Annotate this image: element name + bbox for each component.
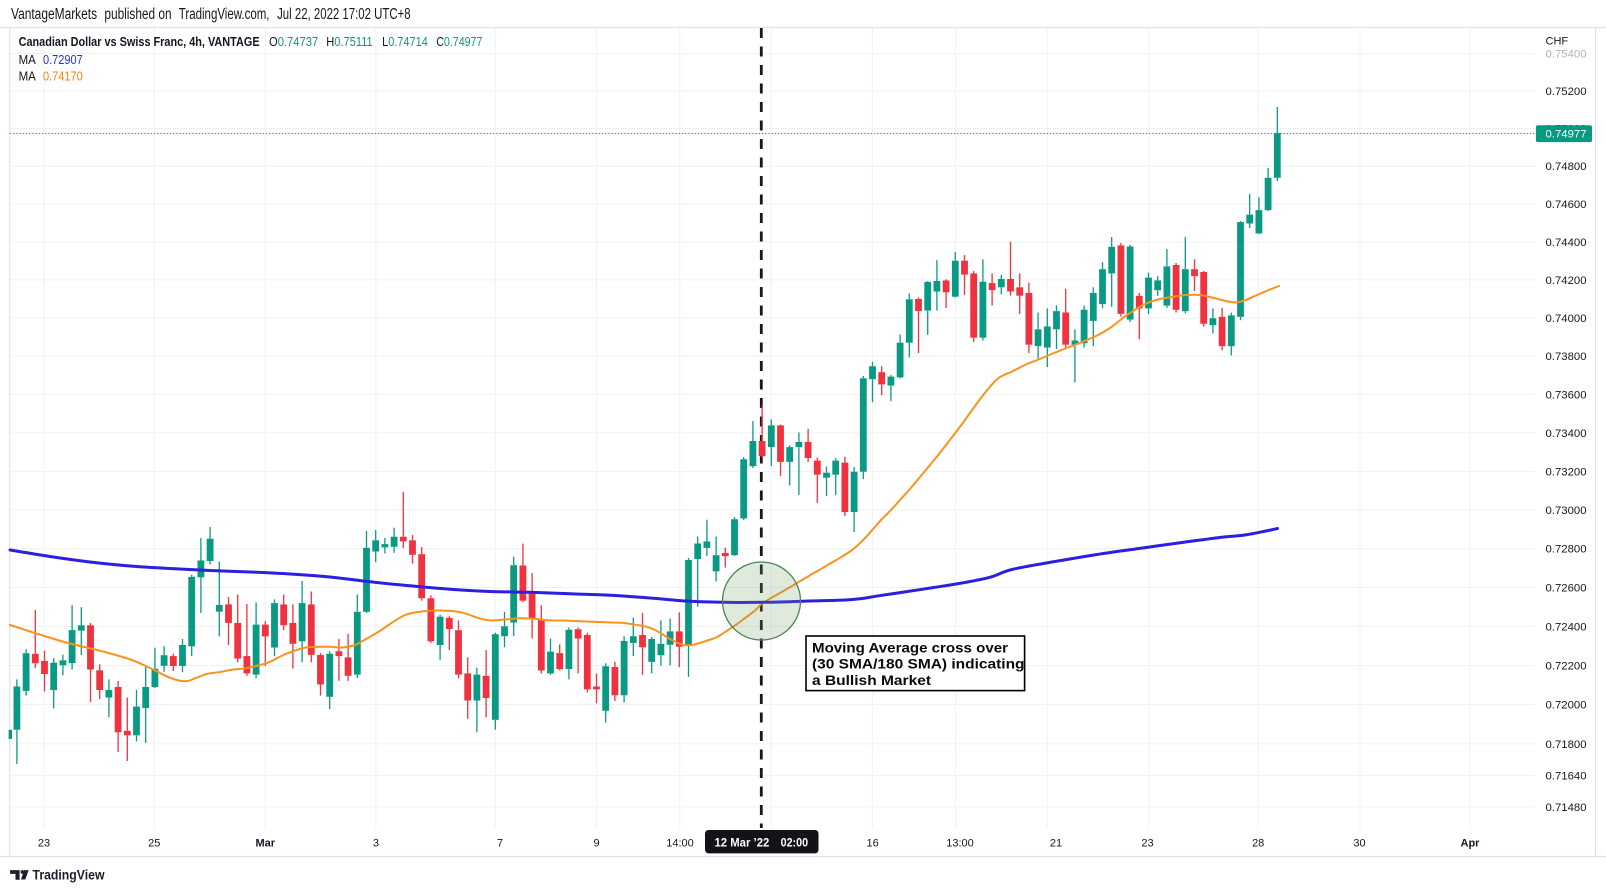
svg-text:0.75400: 0.75400	[1546, 48, 1587, 60]
svg-text:0.71480: 0.71480	[1546, 802, 1587, 814]
svg-text:28: 28	[1252, 837, 1264, 849]
svg-text:23: 23	[38, 837, 50, 849]
svg-text:0.72200: 0.72200	[1546, 660, 1587, 672]
svg-text:0.72000: 0.72000	[1546, 700, 1587, 712]
svg-text:0.75200: 0.75200	[1546, 86, 1587, 98]
svg-text:H0.75111: H0.75111	[326, 35, 372, 49]
svg-text:Jul 22, 2022 17:02 UTC+8: Jul 22, 2022 17:02 UTC+8	[277, 6, 411, 23]
svg-text:0.72600: 0.72600	[1546, 582, 1587, 594]
svg-text:(30 SMA/180 SMA) indicating: (30 SMA/180 SMA) indicating	[812, 657, 1025, 672]
svg-text:13:00: 13:00	[946, 837, 974, 849]
svg-text:23: 23	[1141, 837, 1153, 849]
svg-text:VantageMarkets: VantageMarkets	[11, 6, 97, 23]
svg-text:0.74200: 0.74200	[1546, 275, 1587, 287]
svg-text:30: 30	[1353, 837, 1365, 849]
svg-text:Mar: Mar	[256, 837, 276, 849]
svg-text:0.71800: 0.71800	[1546, 739, 1587, 751]
svg-text:02:00: 02:00	[781, 837, 809, 849]
svg-text:MA: MA	[19, 69, 37, 83]
svg-text:0.74000: 0.74000	[1546, 313, 1587, 325]
svg-text:0.73400: 0.73400	[1546, 428, 1587, 440]
svg-text:16: 16	[866, 837, 878, 849]
svg-text:0.73000: 0.73000	[1546, 505, 1587, 517]
svg-text:0.72400: 0.72400	[1546, 621, 1587, 633]
svg-text:0.73200: 0.73200	[1546, 466, 1587, 478]
svg-text:Apr: Apr	[1461, 837, 1481, 849]
svg-text:3: 3	[373, 837, 379, 849]
svg-text:25: 25	[148, 837, 160, 849]
svg-text:CHF: CHF	[1546, 35, 1569, 47]
svg-text:C0.74977: C0.74977	[436, 35, 482, 49]
svg-text:0.72907: 0.72907	[43, 53, 83, 67]
svg-text:0.74170: 0.74170	[43, 69, 83, 83]
svg-text:TradingView: TradingView	[33, 868, 105, 883]
svg-text:0.71640: 0.71640	[1546, 770, 1587, 782]
svg-text:0.73600: 0.73600	[1546, 389, 1587, 401]
svg-text:0.73800: 0.73800	[1546, 351, 1587, 363]
svg-text:O0.74737: O0.74737	[269, 35, 318, 49]
svg-text:L0.74714: L0.74714	[382, 35, 428, 49]
svg-text:12 Mar ’22: 12 Mar ’22	[715, 837, 770, 849]
svg-text:0.74800: 0.74800	[1546, 161, 1587, 173]
svg-text:0.74977: 0.74977	[1546, 129, 1587, 141]
svg-text:a Bullish Market: a Bullish Market	[812, 673, 932, 688]
svg-text:0.74600: 0.74600	[1546, 199, 1587, 211]
svg-text:9: 9	[593, 837, 599, 849]
svg-text:Canadian Dollar vs Swiss Franc: Canadian Dollar vs Swiss Franc, 4h, VANT…	[19, 35, 260, 49]
svg-text:21: 21	[1050, 837, 1062, 849]
svg-text:published on: published on	[104, 6, 171, 23]
svg-text:TradingView.com,: TradingView.com,	[179, 6, 270, 23]
svg-text:MA: MA	[19, 53, 37, 67]
svg-text:0.74400: 0.74400	[1546, 237, 1587, 249]
svg-text:0.72800: 0.72800	[1546, 544, 1587, 556]
svg-text:Moving Average cross over: Moving Average cross over	[812, 641, 1009, 656]
svg-text:14:00: 14:00	[666, 837, 694, 849]
svg-text:7: 7	[497, 837, 503, 849]
